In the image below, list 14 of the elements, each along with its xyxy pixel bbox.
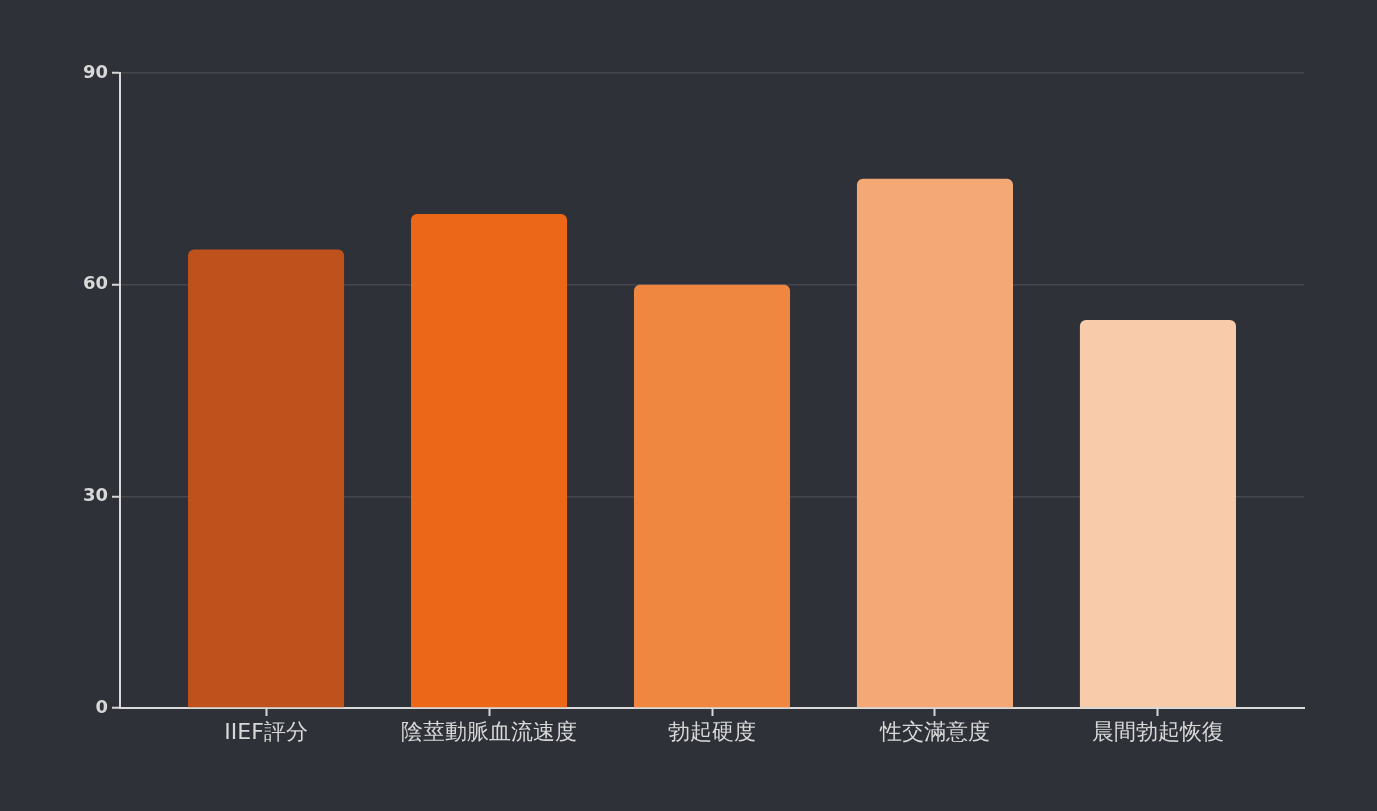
y-tick-label: 90 xyxy=(82,60,108,82)
x-tick-label: IIEF評分 xyxy=(224,718,308,744)
bar xyxy=(188,249,345,708)
x-tick-label: 勃起硬度 xyxy=(668,718,756,744)
bar xyxy=(633,284,791,708)
y-tick-label: 60 xyxy=(82,272,108,294)
y-tick-label: 0 xyxy=(95,695,108,717)
y-tick-label: 30 xyxy=(82,484,108,506)
bar xyxy=(1079,319,1236,708)
x-tick-label: 性交滿意度 xyxy=(878,718,990,744)
bar xyxy=(856,178,1014,708)
x-tick-label: 陰莖動脈血流速度 xyxy=(401,718,578,744)
x-tick-label: 晨間勃起恢復 xyxy=(1091,718,1224,744)
bar xyxy=(410,214,568,708)
